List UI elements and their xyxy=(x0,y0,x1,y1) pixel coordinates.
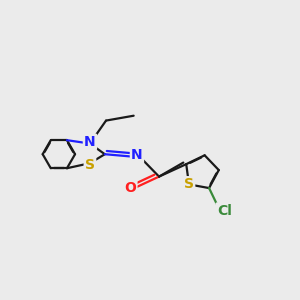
Text: Cl: Cl xyxy=(217,204,232,218)
Text: S: S xyxy=(184,177,194,191)
Text: O: O xyxy=(124,182,136,196)
Text: S: S xyxy=(85,158,95,172)
Text: N: N xyxy=(131,148,143,162)
Text: N: N xyxy=(84,135,96,149)
